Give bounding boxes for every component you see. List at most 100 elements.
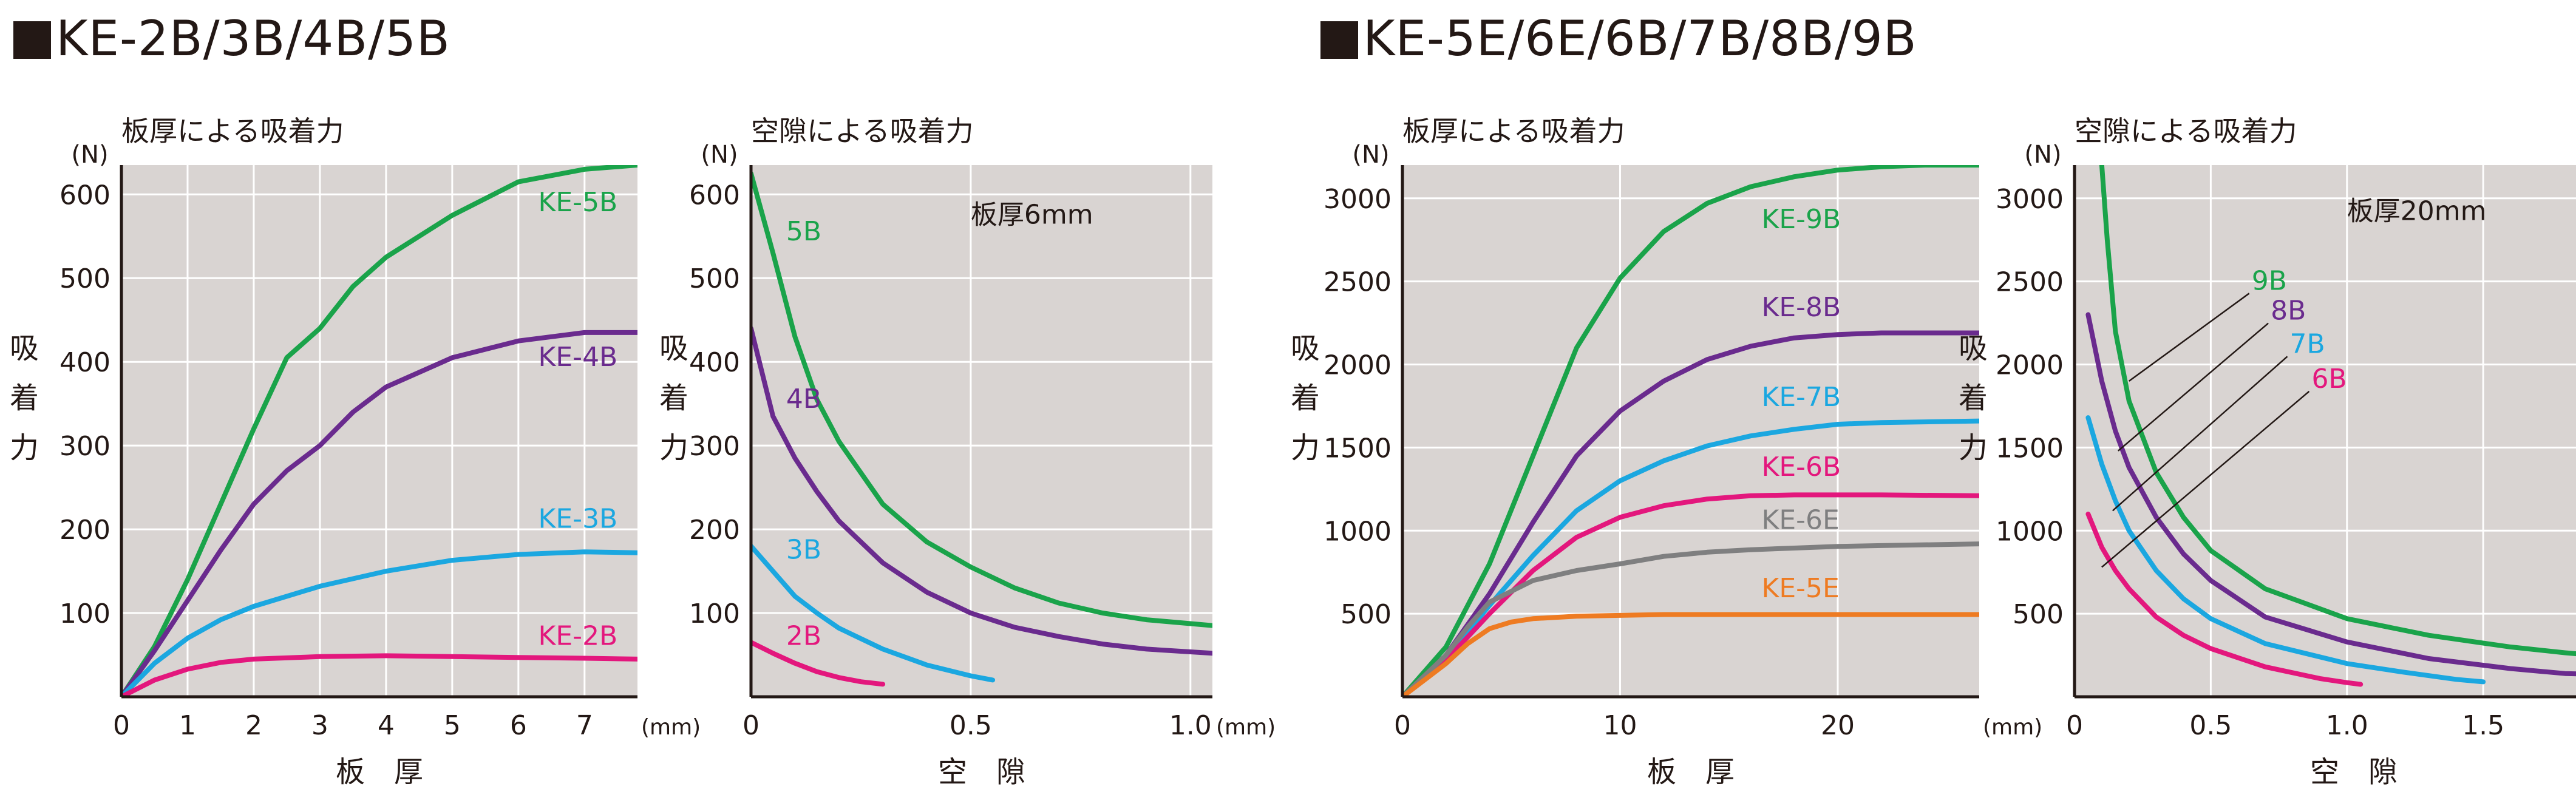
- x-tick-label: 0.5: [950, 710, 992, 741]
- series-line-8b: [2085, 312, 2576, 677]
- x-tick-label: 6: [510, 710, 527, 741]
- series-label: 6B: [2311, 364, 2347, 395]
- series-line-7b: [2085, 415, 2486, 685]
- y-unit-label: (N): [71, 141, 108, 169]
- x-unit-label: (mm): [641, 715, 701, 740]
- plot-background: [751, 165, 1212, 697]
- series-label: 8B: [2271, 296, 2306, 327]
- x-axis-title: 空 隙: [938, 755, 1025, 786]
- series-label: KE-5E: [1762, 573, 1840, 604]
- series-label: 7B: [2290, 328, 2325, 359]
- series-line-ke-6b: [1402, 492, 1979, 697]
- chart-panel-gap-large: 空隙による吸着力00.51.01.52.05001000150020002500…: [1959, 115, 2576, 786]
- square-bullet-icon: [13, 21, 51, 59]
- series-label: 2B: [786, 620, 821, 651]
- series-label: KE-5B: [539, 187, 618, 218]
- y-tick-label: 200: [689, 515, 740, 546]
- annotation-label: 板厚6mm: [971, 200, 1093, 231]
- series-line-4b: [751, 326, 1212, 656]
- x-tick-label: 3: [311, 710, 328, 741]
- group-title-left: KE-2B/3B/4B/5B: [13, 11, 450, 67]
- leader-line: [2129, 293, 2250, 382]
- x-tick-label: 7: [576, 710, 593, 741]
- chart-title: 板厚による吸着力: [121, 115, 344, 147]
- chart-panel-thickness-small: 板厚による吸着力 0 1 2 3 4 5 6 7 100 200 300 400 500 600 KE-5B K…: [10, 115, 701, 786]
- y-axis-title: 吸着力: [1959, 331, 1988, 465]
- x-tick-label: 1.0: [1169, 710, 1212, 741]
- group-title-text: KE-2B/3B/4B/5B: [56, 10, 450, 67]
- y-tick-label: 1000: [1324, 516, 1392, 547]
- series-line-9b: [2099, 165, 2576, 657]
- y-tick-label: 2500: [1324, 267, 1392, 298]
- leader-line: [2117, 322, 2269, 452]
- x-tick-label: 0: [1394, 710, 1411, 741]
- y-tick-label: 200: [59, 515, 110, 546]
- y-tick-label: 400: [59, 347, 110, 378]
- y-tick-label: 300: [59, 431, 110, 462]
- x-tick-label: 4: [378, 710, 395, 741]
- series-label: KE-3B: [539, 503, 618, 534]
- series-label: 4B: [786, 384, 821, 415]
- y-tick-label: 600: [59, 180, 110, 211]
- y-unit-label: (N): [1352, 141, 1389, 169]
- x-axis-title: 板 厚: [336, 755, 423, 786]
- y-tick-label: 500: [689, 263, 740, 294]
- series-label: KE-6B: [1762, 452, 1841, 483]
- series-label: 9B: [2252, 265, 2287, 296]
- series-label: 3B: [786, 534, 821, 565]
- y-tick-label: 500: [2013, 599, 2064, 630]
- series-label: KE-8B: [1762, 292, 1841, 323]
- series-line-ke-5e: [1402, 612, 1979, 697]
- y-tick-label: 2000: [1324, 350, 1392, 381]
- y-axis-title: 吸着力: [10, 331, 39, 465]
- x-axis-title: 空 隙: [2310, 755, 2398, 786]
- y-axis-title: 吸着力: [1291, 331, 1320, 465]
- y-axis-title: 吸着力: [659, 331, 688, 465]
- x-tick-label: 0: [113, 710, 130, 741]
- y-tick-label: 3000: [1996, 184, 2064, 215]
- x-tick-label: 0.5: [2189, 710, 2232, 741]
- annotation-label: 板厚20mm: [2347, 195, 2487, 226]
- y-tick-label: 600: [689, 180, 740, 211]
- group-title-right: KE-5E/6E/6B/7B/8B/9B: [1320, 11, 1917, 67]
- x-tick-label: 20: [1821, 710, 1855, 741]
- y-tick-label: 300: [689, 431, 740, 462]
- series-line-ke-5b: [121, 165, 637, 697]
- series-line-6b: [2085, 511, 2364, 687]
- series-label: KE-9B: [1762, 204, 1841, 235]
- square-bullet-icon: [1320, 21, 1358, 59]
- x-tick-label: 2: [245, 710, 262, 741]
- series-line-ke-2b: [121, 653, 637, 697]
- x-unit-label: (mm): [1216, 715, 1276, 740]
- y-tick-label: 3000: [1324, 184, 1392, 215]
- chart-panel-gap-small: 空隙による吸着力 0 0.5 1.0 100 200 300 400 500 600 5B 4B 3B 2…: [659, 115, 1276, 786]
- y-tick-label: 500: [1341, 599, 1392, 630]
- leader-line: [2112, 356, 2288, 512]
- series-line-ke-8b: [1402, 330, 1979, 697]
- x-tick-label: 1: [179, 710, 196, 741]
- x-tick-label: 0: [743, 710, 760, 741]
- y-tick-label: 2500: [1996, 267, 2064, 298]
- plot-background: [2075, 165, 2576, 697]
- x-tick-label: 1.0: [2326, 710, 2368, 741]
- x-tick-label: 10: [1603, 710, 1637, 741]
- y-tick-label: 1500: [1324, 433, 1392, 464]
- x-tick-label: 5: [444, 710, 461, 741]
- plot-background: [121, 165, 637, 697]
- chart-title: 空隙による吸着力: [2075, 115, 2297, 147]
- x-tick-label: 1.5: [2462, 710, 2504, 741]
- series-line-5b: [751, 171, 1212, 628]
- series-label: KE-7B: [1762, 382, 1841, 413]
- y-tick-label: 1500: [1996, 433, 2064, 464]
- y-unit-label: (N): [701, 141, 738, 169]
- series-label: KE-2B: [539, 620, 618, 651]
- chart-title: 空隙による吸着力: [751, 115, 974, 147]
- series-line-ke-4b: [121, 330, 637, 697]
- x-tick-label: 0: [2066, 710, 2083, 741]
- y-tick-label: 100: [689, 598, 740, 629]
- plot-background: [1402, 165, 1979, 697]
- x-axis-title: 板 厚: [1647, 755, 1735, 786]
- series-line-ke-3b: [121, 549, 637, 697]
- series-label: 5B: [786, 216, 821, 247]
- group-title-text: KE-5E/6E/6B/7B/8B/9B: [1363, 10, 1917, 67]
